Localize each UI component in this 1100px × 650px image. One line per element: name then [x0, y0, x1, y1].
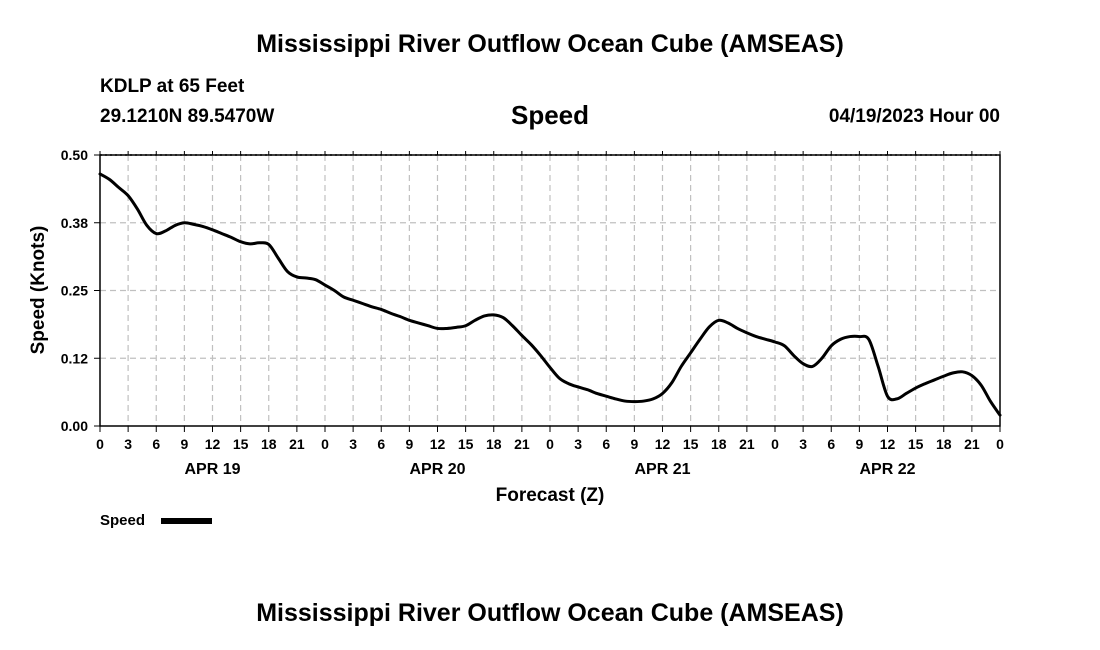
x-tick-label: 3 — [349, 436, 357, 452]
station-name: KDLP at 65 Feet — [100, 76, 245, 97]
x-tick-label: 15 — [908, 436, 924, 452]
x-tick-label: 9 — [180, 436, 188, 452]
y-tick-label: 0.38 — [61, 215, 88, 231]
y-tick-label: 0.25 — [61, 283, 88, 299]
x-tick-label: 18 — [486, 436, 502, 452]
x-tick-label: 0 — [771, 436, 779, 452]
series-line-speed — [98, 172, 1002, 417]
x-tick-label: 6 — [602, 436, 610, 452]
x-tick-label: 12 — [205, 436, 221, 452]
station-coords: 29.1210N 89.5470W — [100, 106, 275, 127]
x-tick-label: 3 — [124, 436, 132, 452]
y-axis-title: Speed (Knots) — [28, 226, 49, 355]
y-tick-label: 0.00 — [61, 418, 88, 434]
x-tick-label: 21 — [964, 436, 980, 452]
legend-label-speed: Speed — [100, 512, 145, 529]
x-day-label: APR 21 — [634, 461, 690, 478]
x-tick-label: 21 — [514, 436, 530, 452]
x-tick-label: 18 — [261, 436, 277, 452]
x-day-label: APR 20 — [409, 461, 465, 478]
x-day-label: APR 22 — [859, 461, 915, 478]
x-tick-label: 9 — [405, 436, 413, 452]
x-tick-label: 6 — [152, 436, 160, 452]
x-tick-label: 0 — [546, 436, 554, 452]
y-tick-label: 0.50 — [61, 147, 88, 163]
x-tick-label: 15 — [683, 436, 699, 452]
forecast-datetime: 04/19/2023 Hour 00 — [828, 106, 1000, 127]
x-tick-label: 9 — [630, 436, 638, 452]
x-tick-label: 15 — [233, 436, 249, 452]
x-tick-label: 3 — [799, 436, 807, 452]
x-tick-label: 12 — [430, 436, 446, 452]
x-tick-label: 6 — [377, 436, 385, 452]
x-axis-title: Forecast (Z) — [496, 485, 605, 506]
axis-ticks: 0 3 6 9 12 15 18 21 0 3 6 9 12 15 18 21 0 3 6 9 12 15 18 21 0 3 6 9… — [61, 147, 1004, 478]
x-tick-label: 0 — [321, 436, 329, 452]
x-tick-label: 0 — [996, 436, 1004, 452]
chart-title-top: Mississippi River Outflow Ocean Cube (AM… — [256, 30, 844, 58]
x-tick-label: 15 — [458, 436, 474, 452]
x-tick-label: 12 — [655, 436, 671, 452]
x-day-label: APR 19 — [184, 461, 240, 478]
x-tick-label: 21 — [739, 436, 755, 452]
x-tick-label: 21 — [289, 436, 305, 452]
x-tick-label: 18 — [711, 436, 727, 452]
x-tick-label: 9 — [855, 436, 863, 452]
grid — [100, 154, 1000, 426]
x-tick-label: 18 — [936, 436, 952, 452]
legend: Speed — [100, 512, 212, 529]
y-tick-label: 0.12 — [61, 350, 88, 366]
chart-title-bottom: Mississippi River Outflow Ocean Cube (AM… — [256, 599, 844, 627]
x-tick-label: 6 — [827, 436, 835, 452]
x-tick-label: 12 — [880, 436, 896, 452]
x-tick-label: 0 — [96, 436, 104, 452]
x-tick-label: 3 — [574, 436, 582, 452]
variable-title: Speed — [510, 100, 590, 130]
